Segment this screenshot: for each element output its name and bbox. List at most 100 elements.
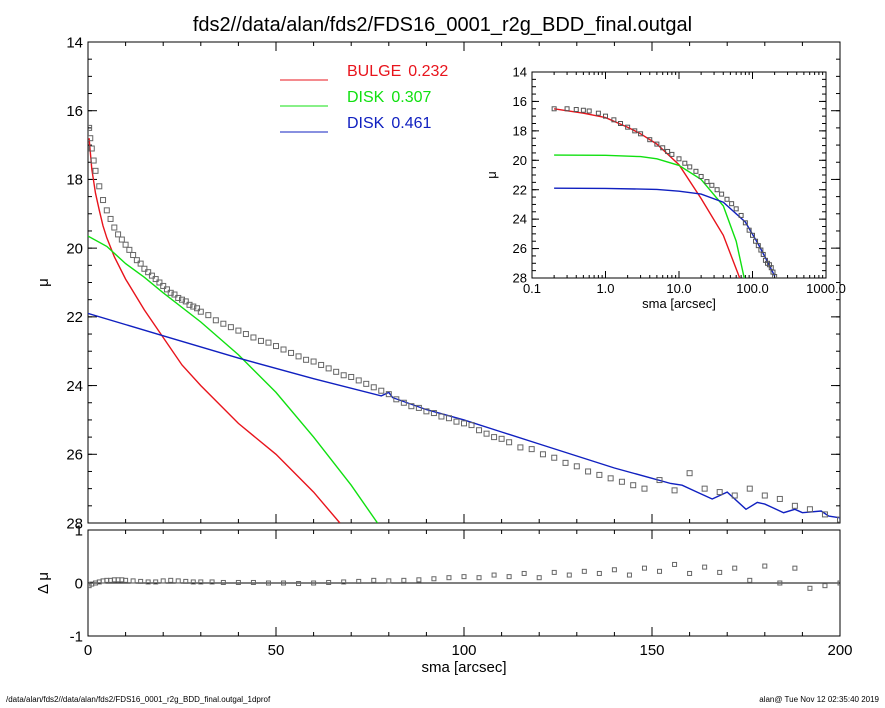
residual-xtick-label: 50 (268, 642, 285, 659)
inset-data-point (753, 238, 759, 244)
residual-data-point (461, 574, 467, 580)
main-data-point (160, 282, 167, 289)
residual-data-point (341, 579, 347, 585)
residual-data-point (566, 572, 572, 578)
inset-data-point (611, 117, 617, 123)
residual-ytick-label: 0 (75, 575, 83, 592)
main-data-point (133, 257, 140, 264)
residual-ytick-label: 1 (75, 522, 83, 539)
main-data-point (107, 215, 114, 222)
inset-data-point (750, 232, 755, 238)
main-data-point (190, 303, 197, 310)
main-data-point (175, 294, 182, 301)
main-ytick-label: 18 (66, 172, 83, 189)
main-data-point (415, 404, 422, 411)
main-data-point (235, 327, 242, 334)
main-data-point (491, 434, 498, 441)
residual-data-point (506, 574, 512, 580)
residual-xtick-label: 200 (827, 642, 852, 659)
residual-data-point (183, 578, 189, 584)
main-data-point (273, 343, 279, 350)
residual-xtick-label: 150 (639, 642, 664, 659)
main-ytick-label: 14 (66, 34, 83, 51)
inset-data-point (682, 160, 688, 166)
main-data-point (562, 459, 569, 466)
residual-data-point (611, 567, 617, 573)
main-data-point (167, 289, 174, 296)
residual-data-point (431, 576, 437, 582)
legend-label: DISK (347, 115, 385, 132)
main-ylabel: μ (35, 278, 52, 287)
residual-data-point (822, 583, 828, 589)
main-ytick-label: 24 (66, 378, 83, 395)
main-data-point (310, 358, 317, 365)
main-data-point (498, 435, 505, 442)
inset-xtick-label: 10.0 (666, 281, 691, 296)
main-data-point (156, 279, 163, 286)
inset-data-point (625, 124, 631, 130)
main-data-point (746, 485, 753, 492)
main-data-point (551, 454, 558, 461)
residual-data-point (235, 579, 241, 585)
inset-disk1-line (554, 154, 745, 278)
residual-data-point (160, 578, 166, 584)
main-data-point (303, 356, 310, 363)
main-data-point (130, 252, 137, 259)
main-data-point (179, 296, 185, 303)
inset-data-point (647, 137, 653, 143)
inset-data-point (638, 131, 644, 137)
residual-data-point (190, 579, 196, 585)
main-disk2-line (88, 312, 840, 519)
main-data-point (468, 422, 475, 429)
inset-data-point (746, 227, 752, 233)
residual-data-point (281, 580, 287, 586)
main-data-point (408, 403, 415, 410)
main-data-point (821, 511, 828, 518)
residual-xlabel: sma [arcsec] (421, 659, 506, 676)
legend-value: 0.461 (391, 115, 431, 132)
residual-data-point (416, 577, 422, 583)
inset-data-point (586, 108, 592, 114)
residual-data-point (265, 580, 271, 586)
legend-value: 0.307 (391, 89, 431, 106)
main-data-point (288, 349, 295, 356)
main-data-point (585, 468, 592, 475)
inset-data-point (760, 251, 766, 257)
legend-label: BULGE (347, 63, 401, 80)
main-data-point (776, 495, 783, 502)
footer-file-path: /data/alan/fds2//data/alan/fds2/FDS16_00… (6, 695, 271, 704)
main-data-point (280, 346, 287, 353)
main-data-point (630, 482, 637, 489)
residual-data-point (536, 575, 542, 581)
main-data-point (118, 236, 125, 243)
residual-xtick-label: 0 (84, 642, 92, 659)
main-data-point (122, 241, 129, 248)
residual-data-point (807, 585, 813, 591)
main-data-point (163, 286, 170, 293)
residual-data-point (123, 577, 129, 583)
main-data-point (370, 384, 377, 391)
main-data-point (761, 492, 768, 499)
residual-ytick-label: -1 (70, 628, 83, 645)
residual-data-point (702, 564, 708, 570)
main-data-point (148, 272, 155, 279)
inset-data-point (669, 151, 675, 157)
inset-data-point (632, 128, 638, 134)
residual-data-point (551, 569, 557, 575)
inset-data-point (603, 113, 608, 119)
residual-data-point (641, 565, 647, 571)
inset-data-point (687, 164, 693, 170)
inset-xtick-label: 0.1 (523, 281, 541, 296)
main-data-point (483, 430, 490, 437)
main-data-point (92, 167, 99, 174)
inset-data-point (698, 173, 704, 179)
main-data-point (145, 269, 152, 276)
residual-data-point (168, 577, 174, 583)
residual-ylabel: Δ μ (35, 572, 52, 594)
main-disk1-line (88, 235, 379, 523)
main-data-point (152, 276, 159, 283)
main-data-point (596, 471, 603, 478)
main-data-point (137, 260, 144, 267)
inset-data-point (709, 182, 715, 188)
inset-data-point (654, 141, 660, 147)
